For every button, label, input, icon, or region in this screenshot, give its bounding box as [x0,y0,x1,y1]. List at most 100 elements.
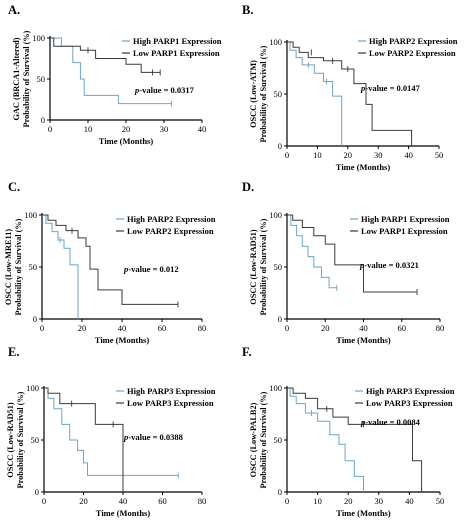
y-axis-cohort-label: OSCC (Low-PALB2) [249,402,258,477]
x-tick-label: 0 [285,323,289,333]
y-tick-label: 100 [269,383,282,393]
legend-label: High PARP1 Expression [133,36,222,46]
km-panel-3: C. 0 50 100 0 20 40 60 80 Time (Months) OSCC (Low-… [4,180,216,345]
y-tick-label: 50 [29,262,38,272]
survival-curve-low [287,41,413,146]
y-tick-label: 50 [31,435,40,445]
km-panel-4: D. 0 50 100 0 20 40 60 80 Time (Months) OSCC (Low-… [242,180,450,345]
legend-label: High PARP2 Expression [127,214,216,224]
legend-label: Low PARP2 Expression [127,226,214,236]
survival-curve-high [287,214,337,289]
panel-letter: F. [242,345,252,359]
survival-curve-high [50,37,172,105]
x-tick-label: 10 [84,124,93,134]
x-tick-label: 20 [344,496,353,506]
y-tick-label: 0 [33,314,37,324]
p-value-number: = 0.0317 [164,85,195,95]
y-axis-cohort-label: OSCC (Low-RAD51) [249,229,258,305]
x-axis-label: Time (Months) [99,136,154,146]
x-tick-label: 80 [198,496,207,506]
x-tick-label: 30 [374,150,383,160]
x-tick-label: 0 [285,496,289,506]
legend-label: High PARP2 Expression [369,36,458,46]
legend-label: Low PARP1 Expression [361,226,448,236]
x-tick-label: 40 [198,124,207,134]
p-value-label: p-value = 0.012 [123,264,179,274]
y-tick-label: 0 [278,141,282,151]
x-tick-label: 10 [313,496,322,506]
x-tick-label: 10 [313,150,322,160]
y-tick-label: 50 [274,435,283,445]
p-value-label: p-value = 0.0321 [359,260,419,270]
km-panel-1: A. 0 50 100 0 10 20 30 40 Time (Months) GAC (BRCA1… [8,3,222,146]
panel-letter: D. [242,180,254,194]
x-tick-label: 50 [436,496,445,506]
x-tick-label: 20 [79,496,88,506]
panel-letter: E. [8,345,19,359]
p-value-label: p-value = 0.0084 [360,417,421,427]
x-tick-label: 60 [398,323,407,333]
x-tick-label: 0 [40,323,44,333]
km-panel-2: B. 0 50 100 0 10 20 30 40 50 Time (Months) OSCC (Lo… [242,3,458,172]
y-tick-label: 50 [274,262,283,272]
y-tick-label: 0 [278,314,282,324]
x-tick-label: 20 [78,323,87,333]
survival-curve-low [287,214,417,293]
panel-letter: B. [242,3,253,17]
survival-curve-high [44,387,179,476]
y-axis-label: Probability of Survival (%) [16,391,25,488]
x-tick-label: 40 [404,150,413,160]
legend-label: High PARP3 Expression [127,386,216,396]
x-axis-label: Time (Months) [336,508,391,518]
y-tick-label: 0 [35,487,39,497]
x-axis-label: Time (Months) [336,335,391,345]
legend-label: Low PARP3 Expression [127,398,214,408]
p-value-number: = 0.0321 [389,260,419,270]
x-tick-label: 80 [198,323,207,333]
p-value-label: p-value = 0.0147 [360,83,421,93]
km-panel-6: F. 0 50 100 0 10 20 30 40 50 Time (Months) OSCC (Lo… [242,345,455,518]
x-tick-label: 50 [435,150,444,160]
survival-curve-low [44,387,124,492]
p-value-number: = 0.0388 [153,432,183,442]
km-panel-5: E. 0 50 100 0 20 40 60 80 Time (Months) OSCC (Low-… [6,345,216,518]
survival-curve-high [42,214,79,319]
p-value-number: = 0.0147 [390,83,421,93]
legend-label: Low PARP2 Expression [369,48,456,58]
y-tick-label: 100 [269,210,282,220]
x-tick-label: 0 [285,150,289,160]
x-tick-label: 30 [160,124,169,134]
x-axis-label: Time (Months) [96,508,151,518]
x-axis-label: Time (Months) [336,162,391,172]
survival-curve-high [287,387,364,492]
p-value-number: = 0.0084 [390,417,421,427]
y-axis-label: Probability of Survival (%) [259,218,268,315]
y-axis-cohort-label: OSCC (Low-ATM) [249,60,258,128]
y-axis-label: Probability of Survival (%) [259,45,268,142]
p-value-label: p-value = 0.0388 [123,432,183,442]
y-axis-cohort-label: OSCC (Low-MRE11) [4,229,13,306]
y-tick-label: 100 [26,383,39,393]
legend-label: Low PARP1 Expression [133,48,220,58]
x-tick-label: 40 [405,496,414,506]
x-tick-label: 40 [359,323,368,333]
y-tick-label: 0 [278,487,282,497]
y-axis-cohort-label: GAC (BRCA1-Altered) [12,37,21,120]
panel-letter: A. [8,3,20,17]
y-tick-label: 100 [32,33,45,43]
y-tick-label: 50 [37,74,46,84]
panel-letter: C. [8,180,20,194]
x-tick-label: 30 [375,496,384,506]
x-tick-label: 20 [321,323,330,333]
y-tick-label: 0 [41,115,45,125]
survival-curve-low [50,37,161,73]
legend-label: High PARP3 Expression [366,386,455,396]
x-tick-label: 80 [436,323,445,333]
y-axis-label: Probability of Survival (%) [14,218,23,315]
x-tick-label: 40 [119,496,128,506]
y-tick-label: 100 [24,210,37,220]
x-tick-label: 20 [344,150,353,160]
survival-curve-low [287,387,423,492]
p-value-number: = 0.012 [153,264,179,274]
